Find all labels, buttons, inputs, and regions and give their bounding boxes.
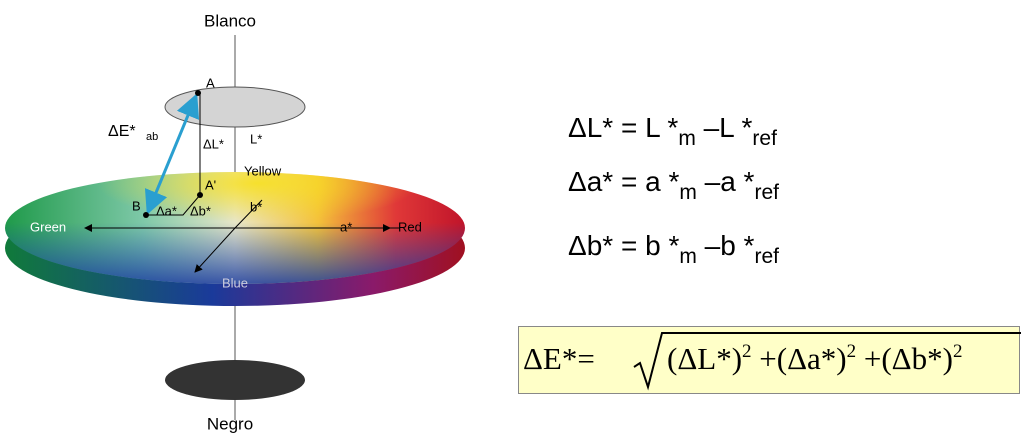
black-disc bbox=[165, 360, 305, 400]
power: 2 bbox=[742, 341, 752, 362]
term: (Δb*) bbox=[881, 341, 953, 376]
op: – bbox=[705, 166, 721, 197]
term: (ΔL*) bbox=[667, 341, 742, 376]
page: Blanco Negro A A' B ΔE* ab ΔL* L* Yellow… bbox=[0, 0, 1024, 439]
blue-label: Blue bbox=[222, 275, 248, 290]
black-label: Negro bbox=[207, 414, 253, 433]
sub: ref bbox=[752, 127, 777, 150]
power: 2 bbox=[847, 341, 857, 362]
red-label: Red bbox=[398, 219, 422, 234]
term: a * bbox=[720, 166, 754, 197]
a-label: A bbox=[206, 75, 215, 90]
b-axis-label: b* bbox=[250, 199, 262, 214]
lhs: ΔL* bbox=[568, 112, 613, 143]
term: L * bbox=[719, 112, 752, 143]
a-axis-label: a* bbox=[340, 219, 352, 234]
formula-b: Δb* = b *m –b *ref bbox=[568, 230, 779, 269]
sub: m bbox=[678, 127, 696, 150]
eq: = bbox=[621, 112, 637, 143]
white-label: Blanco bbox=[204, 11, 256, 30]
op: – bbox=[705, 230, 721, 261]
a-prime-label: A' bbox=[205, 177, 216, 192]
lab-diagram: Blanco Negro A A' B ΔE* ab ΔL* L* Yellow… bbox=[0, 0, 470, 439]
lhs: ΔE*= bbox=[523, 341, 595, 377]
term: L * bbox=[645, 112, 678, 143]
plus: + bbox=[759, 341, 776, 376]
green-label: Green bbox=[30, 219, 66, 234]
sub: m bbox=[679, 245, 697, 268]
term: a * bbox=[645, 166, 679, 197]
delta-e-sub: ab bbox=[146, 131, 158, 143]
delta-e-label: ΔE* bbox=[108, 123, 136, 140]
eq: = bbox=[621, 166, 637, 197]
formula-l: ΔL* = L *m –L *ref bbox=[568, 112, 777, 151]
radical bbox=[632, 331, 672, 391]
formula-a: Δa* = a *m –a *ref bbox=[568, 166, 779, 205]
radicand: (ΔL*)2 +(Δa*)2 +(Δb*)2 bbox=[667, 341, 962, 377]
delta-l-label: ΔL* bbox=[203, 136, 224, 151]
delta-e-formula: ΔE*= (ΔL*)2 +(Δa*)2 +(Δb*)2 bbox=[518, 326, 1020, 394]
term: (Δa*) bbox=[777, 341, 847, 376]
yellow-label: Yellow bbox=[244, 163, 282, 178]
sub: m bbox=[679, 181, 697, 204]
point-b bbox=[143, 212, 149, 218]
term: b * bbox=[720, 230, 754, 261]
delta-a-label: Δa* bbox=[156, 203, 177, 218]
lhs: Δb* bbox=[568, 230, 613, 261]
lhs: Δa* bbox=[568, 166, 613, 197]
point-a bbox=[195, 90, 201, 96]
eq: = bbox=[621, 230, 637, 261]
delta-b-label: Δb* bbox=[190, 203, 211, 218]
term: b * bbox=[645, 230, 679, 261]
sub: ref bbox=[754, 245, 779, 268]
plus: + bbox=[864, 341, 881, 376]
op: – bbox=[704, 112, 720, 143]
point-a-prime bbox=[197, 192, 203, 198]
power: 2 bbox=[953, 341, 963, 362]
b-label: B bbox=[132, 198, 141, 213]
radical-bar bbox=[671, 332, 1021, 334]
sub: ref bbox=[754, 181, 779, 204]
l-axis-label: L* bbox=[250, 131, 262, 146]
